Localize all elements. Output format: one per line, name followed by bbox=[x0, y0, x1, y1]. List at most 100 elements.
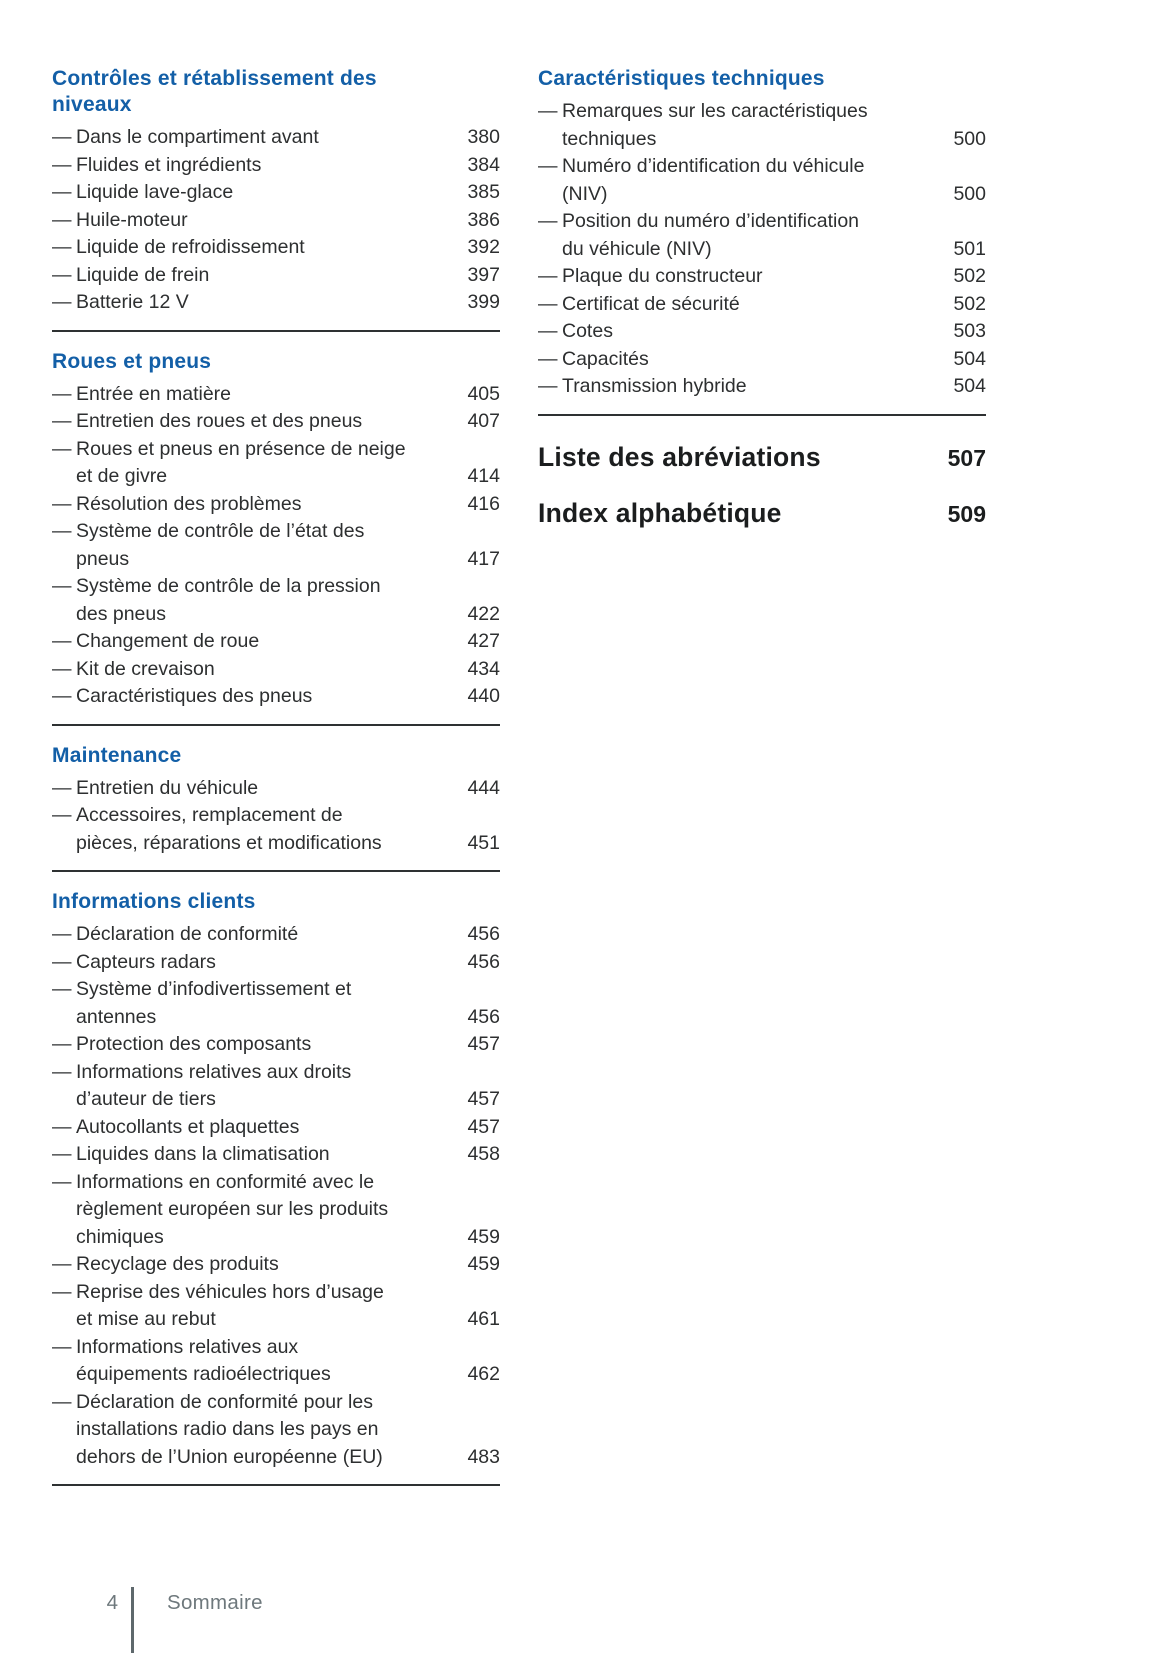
toc-entry-label: — Autocollants et plaquettes bbox=[52, 1114, 459, 1142]
toc-entry-page-number: 458 bbox=[467, 1143, 500, 1165]
toc-entry[interactable]: — Transmission hybride 504 bbox=[538, 373, 986, 401]
dash-marker: — bbox=[52, 1335, 72, 1358]
toc-entry-page-number: 483 bbox=[467, 1445, 500, 1468]
toc-entry-label: — Entrée en matière bbox=[52, 381, 459, 409]
toc-entry-label: — Transmission hybride bbox=[538, 373, 945, 401]
toc-entry[interactable]: — Dans le compartiment avant 380 bbox=[52, 124, 500, 152]
toc-entry-label: — Liquide de refroidissement bbox=[52, 234, 459, 262]
major-toc-entry[interactable]: Liste des abréviations 507 bbox=[538, 442, 986, 472]
toc-entry[interactable]: — Reprise des véhicules hors d’usage et m… bbox=[52, 1279, 500, 1334]
toc-entry-text: Batterie 12 V bbox=[76, 291, 189, 313]
toc-entry[interactable]: — Système d’infodivertissement et antenne… bbox=[52, 976, 500, 1031]
toc-entry-text: Système d’infodivertissement et antennes bbox=[76, 978, 352, 1028]
section-title: Maintenance bbox=[52, 743, 182, 767]
toc-entry[interactable]: — Capacités 504 bbox=[538, 346, 986, 374]
section-title: Caractéristiques techniques bbox=[538, 67, 825, 90]
dash-marker: — bbox=[52, 685, 72, 707]
toc-entry-label: — Informations relatives aux équipements … bbox=[52, 1334, 459, 1389]
dash-marker: — bbox=[52, 153, 72, 176]
major-entry-title: Index alphabétique bbox=[538, 497, 782, 528]
toc-entry[interactable]: — Système de contrôle de l’état des pneus… bbox=[52, 518, 500, 573]
major-entry-page-number: 507 bbox=[947, 444, 986, 471]
toc-entry-text: Autocollants et plaquettes bbox=[76, 1115, 300, 1138]
footer-section-label: Sommaire bbox=[167, 1591, 263, 1614]
toc-section: Contrôles et rétablissement des niveaux —… bbox=[52, 66, 500, 332]
toc-entry-page-number: 386 bbox=[467, 208, 500, 231]
toc-entry[interactable]: — Roues et pneus en présence de neige et … bbox=[52, 436, 500, 491]
toc-entry-page-number: 459 bbox=[467, 1225, 500, 1248]
toc-entry[interactable]: — Changement de roue 427 bbox=[52, 628, 500, 656]
dash-marker: — bbox=[52, 291, 72, 313]
toc-entry[interactable]: — Remarques sur les caractéristiques tech… bbox=[538, 98, 986, 153]
toc-entry[interactable]: — Système de contrôle de la pression des … bbox=[52, 573, 500, 628]
toc-entry-text: Numéro d’identification du véhicule (NIV… bbox=[562, 155, 865, 205]
toc-entry-label: — Numéro d’identification du véhicule (NI… bbox=[538, 153, 945, 208]
section-title: Contrôles et rétablissement des niveaux bbox=[52, 67, 377, 116]
major-entry-title: Liste des abréviations bbox=[538, 441, 821, 472]
toc-entry[interactable]: — Liquide de refroidissement 392 bbox=[52, 234, 500, 262]
toc-entry-label: — Kit de crevaison bbox=[52, 656, 459, 684]
toc-entry[interactable]: — Informations en conformité avec le règl… bbox=[52, 1169, 500, 1252]
toc-entry[interactable]: — Position du numéro d’identification du … bbox=[538, 208, 986, 263]
toc-entry-page-number: 456 bbox=[467, 1005, 500, 1028]
toc-entry-text: Informations relatives aux droits d’aute… bbox=[76, 1060, 352, 1111]
dash-marker: — bbox=[52, 950, 72, 973]
toc-section: Roues et pneus — Entrée en matière 405— Entr… bbox=[52, 349, 500, 726]
toc-entry-page-number: 434 bbox=[467, 657, 500, 680]
toc-entry[interactable]: — Résolution des problèmes 416 bbox=[52, 491, 500, 519]
toc-entry[interactable]: — Numéro d’identification du véhicule (NI… bbox=[538, 153, 986, 208]
toc-entry[interactable]: — Informations relatives aux droits d’aut… bbox=[52, 1059, 500, 1114]
dash-marker: — bbox=[52, 1143, 72, 1165]
toc-entry-page-number: 462 bbox=[467, 1363, 500, 1385]
toc-entry-page-number: 427 bbox=[467, 630, 500, 652]
toc-entry-text: Déclaration de conformité bbox=[76, 923, 299, 945]
toc-entry[interactable]: — Certificat de sécurité 502 bbox=[538, 291, 986, 319]
toc-entry-page-number: 407 bbox=[467, 410, 500, 432]
toc-entry[interactable]: — Liquide lave-glace 385 bbox=[52, 179, 500, 207]
toc-entry[interactable]: — Protection des composants 457 bbox=[52, 1031, 500, 1059]
toc-entry-text: Liquide de refroidissement bbox=[76, 236, 305, 258]
toc-entry[interactable]: — Entrée en matière 405 bbox=[52, 381, 500, 409]
toc-entry-text: Accessoires, remplacement de pièces, rép… bbox=[76, 804, 382, 854]
toc-entry[interactable]: — Fluides et ingrédients 384 bbox=[52, 152, 500, 180]
toc-entry[interactable]: — Liquide de frein 397 bbox=[52, 262, 500, 290]
toc-entry[interactable]: — Huile-moteur 386 bbox=[52, 207, 500, 235]
toc-entry-text: Plaque du constructeur bbox=[562, 265, 763, 287]
toc-entry[interactable]: — Liquides dans la climatisation 458 bbox=[52, 1141, 500, 1169]
toc-entry[interactable]: — Déclaration de conformité pour les inst… bbox=[52, 1389, 500, 1472]
toc-entry[interactable]: — Autocollants et plaquettes 457 bbox=[52, 1114, 500, 1142]
toc-entry-page-number: 422 bbox=[467, 602, 500, 625]
toc-entry[interactable]: — Kit de crevaison 434 bbox=[52, 656, 500, 684]
dash-marker: — bbox=[52, 382, 72, 405]
toc-entry-label: — Batterie 12 V bbox=[52, 289, 459, 317]
dash-marker: — bbox=[538, 292, 558, 315]
major-toc-entry[interactable]: Index alphabétique 509 bbox=[538, 498, 986, 528]
dash-marker: — bbox=[52, 208, 72, 231]
toc-entry[interactable]: — Cotes 503 bbox=[538, 318, 986, 346]
dash-marker: — bbox=[52, 1170, 72, 1193]
toc-entry-label: — Informations en conformité avec le règl… bbox=[52, 1169, 459, 1252]
toc-entry[interactable]: — Informations relatives aux équipements … bbox=[52, 1334, 500, 1389]
dash-marker: — bbox=[538, 320, 558, 342]
toc-entry[interactable]: — Batterie 12 V 399 bbox=[52, 289, 500, 317]
toc-entry-text: Kit de crevaison bbox=[76, 657, 215, 680]
dash-marker: — bbox=[52, 804, 72, 826]
toc-entry-text: Fluides et ingrédients bbox=[76, 153, 262, 176]
toc-entry-text: Caractéristiques des pneus bbox=[76, 685, 313, 707]
toc-entry[interactable]: — Capteurs radars 456 bbox=[52, 949, 500, 977]
toc-entry[interactable]: — Déclaration de conformité 456 bbox=[52, 921, 500, 949]
dash-marker: — bbox=[52, 263, 72, 286]
dash-marker: — bbox=[52, 1253, 72, 1275]
toc-entry-text: Informations relatives aux équipements r… bbox=[76, 1335, 331, 1386]
toc-entry[interactable]: — Recyclage des produits 459 bbox=[52, 1251, 500, 1279]
toc-entry[interactable]: — Caractéristiques des pneus 440 bbox=[52, 683, 500, 711]
toc-entry-label: — Liquide de frein bbox=[52, 262, 459, 290]
toc-entry[interactable]: — Plaque du constructeur 502 bbox=[538, 263, 986, 291]
toc-entry[interactable]: — Entretien du véhicule 444 bbox=[52, 775, 500, 803]
toc-entry-page-number: 392 bbox=[467, 236, 500, 258]
dash-marker: — bbox=[52, 520, 72, 542]
toc-entry-page-number: 500 bbox=[953, 127, 986, 150]
toc-entry[interactable]: — Entretien des roues et des pneus 407 bbox=[52, 408, 500, 436]
toc-entry[interactable]: — Accessoires, remplacement de pièces, ré… bbox=[52, 802, 500, 857]
dash-marker: — bbox=[52, 492, 72, 515]
